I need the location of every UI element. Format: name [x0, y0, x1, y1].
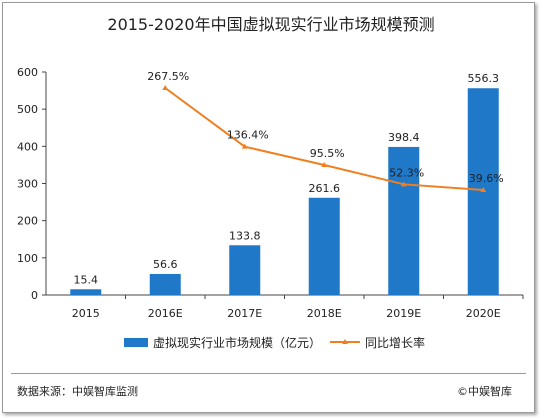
chart-canvas: 2015-2020年中国虚拟现实行业市场规模预测 0 100 200 300 400 50… [17, 15, 524, 350]
line-point [400, 181, 407, 187]
legend-label-line: 同比增长率 [365, 335, 425, 350]
line-point [162, 85, 169, 90]
y-tick-label: 100 [17, 252, 38, 265]
line-series: 267.5% 136.4% 95.5% 52.3% 39.6% [147, 70, 504, 192]
bar-label: 133.8 [229, 229, 261, 242]
bar-label: 556.3 [468, 72, 500, 85]
chart-frame: 2015-2020年中国虚拟现实行业市场规模预测 0 100 200 300 400 50… [2, 2, 535, 413]
line-label: 95.5% [310, 147, 345, 160]
y-tick-label: 0 [31, 289, 38, 302]
copyright: ©中娱智库 [457, 385, 512, 398]
footer-divider [11, 373, 526, 374]
x-tick-label: 2019E [386, 307, 421, 320]
y-tick-label: 200 [17, 215, 38, 228]
line-label: 267.5% [147, 70, 189, 83]
bar [149, 273, 181, 295]
line-point [321, 161, 328, 167]
legend-swatch-marker [342, 339, 348, 344]
bar-label: 261.6 [309, 182, 341, 195]
x-tick-label: 2020E [466, 307, 501, 320]
y-axis: 0 100 200 300 400 500 600 2015 2016E 2017E 2018E 20… [17, 66, 524, 320]
x-tick-label: 2017E [227, 307, 262, 320]
x-tick-label: 2018E [307, 307, 342, 320]
line-label: 136.4% [227, 129, 269, 142]
x-tick-label: 2015 [72, 307, 100, 320]
y-tick-label: 600 [17, 66, 38, 79]
line-point [480, 187, 487, 192]
chart-title: 2015-2020年中国虚拟现实行业市场规模预测 [107, 15, 434, 34]
bar [70, 289, 102, 295]
legend-label-bar: 虚拟现实行业市场规模（亿元） [153, 335, 321, 350]
bar [229, 245, 261, 295]
line-label: 52.3% [389, 166, 424, 179]
y-tick-label: 400 [17, 140, 38, 153]
growth-line [164, 87, 484, 191]
bar-label: 15.4 [74, 273, 99, 286]
data-source: 数据来源：中娱智库监测 [17, 385, 138, 398]
bar-label: 56.6 [153, 258, 178, 271]
y-tick-label: 500 [17, 103, 38, 116]
line-label: 39.6% [469, 172, 504, 185]
line-point [241, 143, 248, 149]
bar-label: 398.4 [388, 131, 420, 144]
bar-series: 15.4 56.6 133.8 261.6 398.4 556.3 [70, 72, 499, 295]
legend-swatch-bar [124, 338, 148, 347]
bar [388, 146, 420, 295]
legend: 虚拟现实行业市场规模（亿元） 同比增长率 [124, 335, 425, 350]
y-tick-label: 300 [17, 178, 38, 191]
x-tick-label: 2016E [148, 307, 183, 320]
bar [308, 197, 340, 295]
